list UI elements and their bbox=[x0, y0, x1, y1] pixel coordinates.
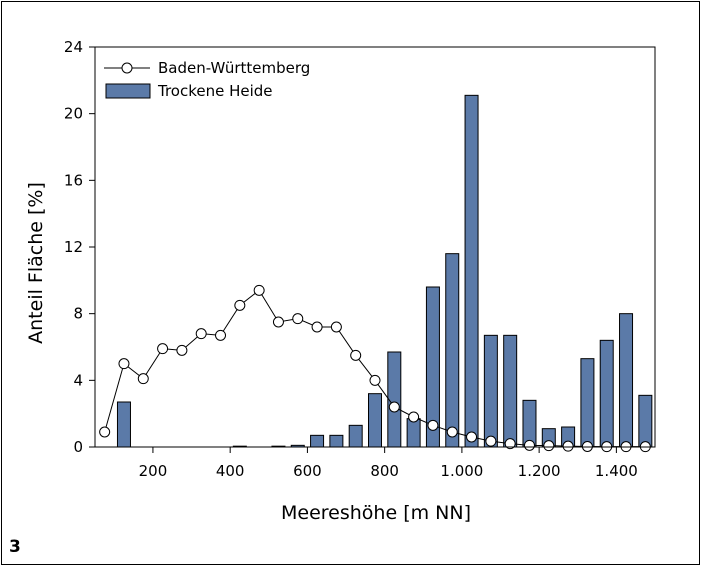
y-tick-label: 20 bbox=[64, 105, 83, 123]
bar-trockene-heide bbox=[599, 339, 614, 448]
x-tick-label: 1.400 bbox=[595, 462, 638, 480]
legend-label-trockene-heide: Trockene Heide bbox=[157, 82, 273, 100]
x-tick-label: 1.200 bbox=[518, 462, 561, 480]
point-baden-wuerttemberg bbox=[446, 426, 458, 438]
y-tick-label: 16 bbox=[64, 171, 83, 189]
bar-trockene-heide bbox=[310, 434, 325, 448]
x-axis-title: Meereshöhe [m NN] bbox=[281, 502, 471, 524]
y-tick-label: 12 bbox=[64, 238, 83, 256]
point-baden-wuerttemberg bbox=[215, 329, 227, 341]
bar-trockene-heide bbox=[638, 394, 653, 448]
y-tick-label: 8 bbox=[73, 305, 83, 323]
bar-trockene-heide bbox=[619, 313, 634, 448]
point-baden-wuerttemberg bbox=[466, 431, 478, 443]
legend: Baden-Württemberg Trockene Heide bbox=[104, 59, 310, 100]
point-baden-wuerttemberg bbox=[253, 284, 265, 296]
bar-trockene-heide bbox=[580, 358, 595, 448]
x-tick-label: 800 bbox=[370, 462, 399, 480]
point-baden-wuerttemberg bbox=[427, 419, 439, 431]
bar-trockene-heide bbox=[445, 253, 460, 448]
y-tick-label: 24 bbox=[64, 38, 83, 56]
point-baden-wuerttemberg bbox=[369, 374, 381, 386]
point-baden-wuerttemberg bbox=[137, 373, 149, 385]
point-baden-wuerttemberg bbox=[388, 401, 400, 413]
bar-trockene-heide bbox=[387, 351, 402, 448]
panel-label: 3 bbox=[9, 537, 21, 557]
point-baden-wuerttemberg bbox=[504, 438, 516, 450]
point-baden-wuerttemberg bbox=[292, 313, 304, 325]
bar-trockene-heide bbox=[483, 334, 498, 448]
point-baden-wuerttemberg bbox=[562, 440, 574, 452]
bar-trockene-heide bbox=[406, 418, 421, 448]
plot-area: 0 4 8 12 16 20 24 200 400 600 800 1.000 1.200 1.400 bbox=[64, 38, 656, 480]
bar-trockene-heide bbox=[464, 94, 479, 448]
point-baden-wuerttemberg bbox=[234, 299, 246, 311]
point-baden-wuerttemberg bbox=[311, 321, 323, 333]
legend-label-baden-wuerttemberg: Baden-Württemberg bbox=[158, 59, 310, 77]
point-baden-wuerttemberg bbox=[195, 328, 207, 340]
bar-trockene-heide bbox=[116, 401, 131, 448]
point-baden-wuerttemberg bbox=[157, 343, 169, 355]
point-baden-wuerttemberg bbox=[543, 440, 555, 452]
plot-frame bbox=[94, 46, 656, 448]
y-tick-label: 4 bbox=[73, 371, 83, 389]
point-baden-wuerttemberg bbox=[523, 439, 535, 451]
bar-trockene-heide bbox=[368, 393, 382, 448]
point-baden-wuerttemberg bbox=[330, 321, 342, 333]
y-axis-title: Anteil Fläche [%] bbox=[25, 182, 47, 344]
x-tick-label: 600 bbox=[293, 462, 322, 480]
bar-trockene-heide bbox=[503, 334, 518, 448]
point-baden-wuerttemberg bbox=[272, 316, 284, 328]
point-baden-wuerttemberg bbox=[99, 426, 111, 438]
bar-trockene-heide bbox=[348, 424, 363, 448]
y-tick-label: 0 bbox=[73, 438, 83, 456]
x-tick-label: 400 bbox=[216, 462, 245, 480]
point-baden-wuerttemberg bbox=[408, 411, 420, 423]
point-baden-wuerttemberg bbox=[118, 358, 130, 370]
point-baden-wuerttemberg bbox=[485, 435, 497, 447]
point-baden-wuerttemberg bbox=[176, 344, 188, 356]
legend-marker-baden-wuerttemberg bbox=[121, 62, 133, 74]
legend-swatch-trockene-heide bbox=[105, 83, 151, 99]
x-tick-label: 1.000 bbox=[440, 462, 483, 480]
x-tick-label: 200 bbox=[139, 462, 168, 480]
point-baden-wuerttemberg bbox=[350, 349, 362, 361]
bar-trockene-heide bbox=[329, 434, 344, 448]
